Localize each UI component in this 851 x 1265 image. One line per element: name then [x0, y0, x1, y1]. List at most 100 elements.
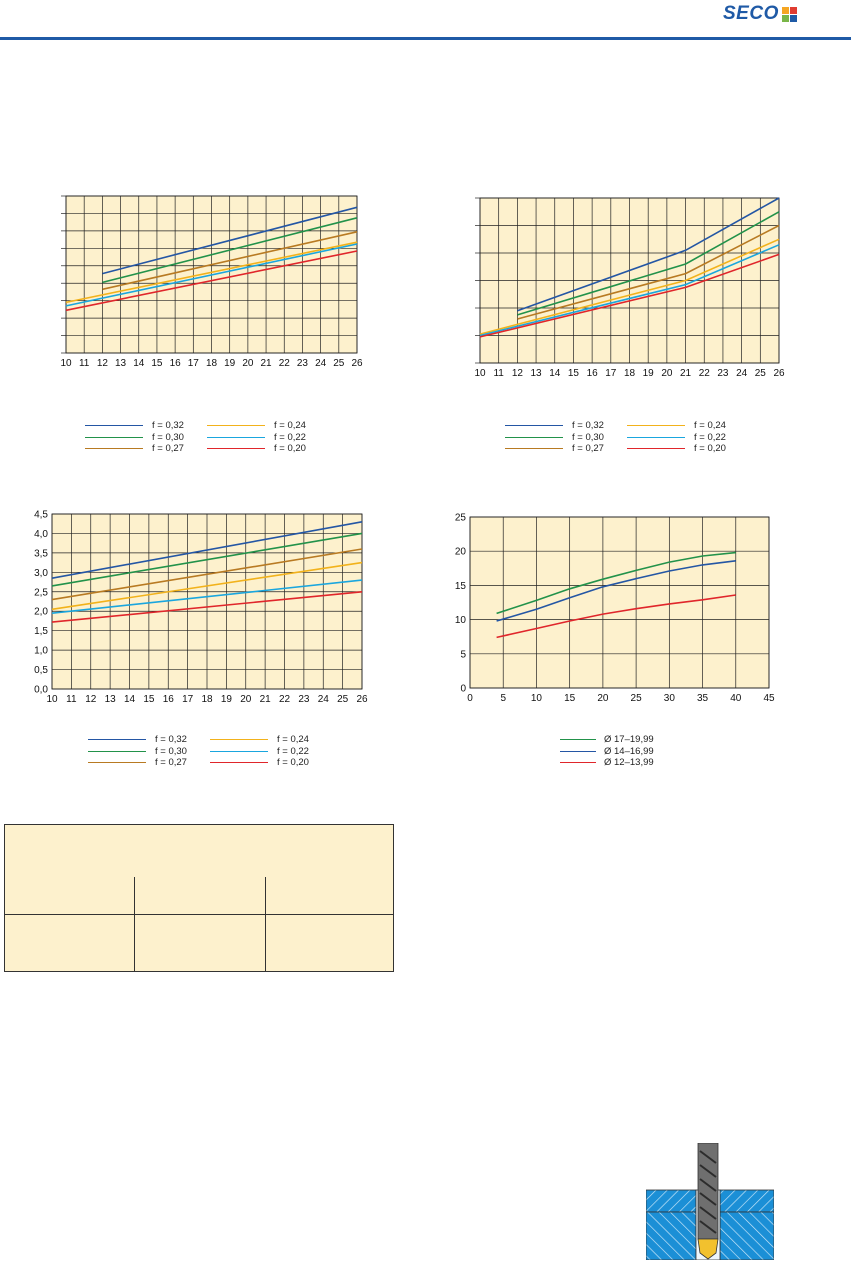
x-tick-label: 20: [240, 694, 252, 705]
x-tick-label: 11: [79, 358, 90, 369]
chart-2: 10 11 12 13 14 15 16 17 18 19 20 21 22 23 24 25 26: [440, 190, 795, 385]
legend-label: f = 0,27: [572, 443, 604, 454]
y-tick-label: 2,0: [34, 607, 48, 618]
x-tick-label: 10: [474, 368, 486, 379]
legend-label: f = 0,22: [694, 431, 726, 443]
legend-label: f = 0,22: [277, 745, 309, 757]
legend-swatch: [505, 425, 563, 426]
chart-3: 10 11 12 13 14 15 16 17 18 19 20 21 22 23 24 25 26 0,0 0,5…: [0, 505, 375, 706]
x-tick-label: 15: [143, 694, 155, 705]
legend-swatch: [627, 436, 685, 438]
legend-label: f = 0,20: [694, 443, 726, 454]
series-line: [496, 594, 736, 639]
data-table-box: [4, 824, 394, 972]
x-tick-label: 13: [115, 358, 127, 369]
x-tick-label: 17: [188, 358, 200, 369]
x-tick-label: 35: [697, 693, 709, 704]
x-tick-label: 40: [730, 693, 742, 704]
legend-label: f = 0,27: [152, 443, 184, 454]
series-line: [65, 243, 358, 307]
x-tick-label: 5: [500, 693, 506, 704]
legend-label: f = 0,30: [572, 431, 604, 443]
legend-swatch: [560, 762, 596, 763]
chart-1-svg: 10 11 12 13 14 15 16 17 18 19 20 21 22 23 24 25 26: [60, 195, 363, 369]
legend-label: f = 0,32: [152, 420, 184, 431]
legend-label: f = 0,24: [694, 420, 726, 431]
series-line: [479, 244, 780, 337]
y-tick-label: 15: [455, 581, 467, 592]
x-tick-label: 16: [170, 358, 182, 369]
y-tick-label: 10: [455, 615, 467, 626]
x-tick-label: 16: [587, 368, 599, 379]
x-tick-label: 20: [242, 358, 254, 369]
legend-swatch: [210, 739, 268, 740]
series-line: [496, 551, 736, 615]
legend-label: f = 0,32: [155, 734, 187, 745]
x-tick-label: 10: [60, 358, 72, 369]
legend-swatch: [210, 762, 268, 763]
x-tick-label: 26: [773, 368, 785, 379]
legend-swatch: [207, 436, 265, 438]
legend-swatch: [560, 739, 596, 740]
x-tick-label: 21: [261, 358, 273, 369]
x-tick-label: 10: [531, 693, 543, 704]
x-tick-label: 18: [624, 368, 636, 379]
y-tick-label: 0: [460, 684, 466, 695]
x-tick-label: 12: [512, 368, 524, 379]
series-line: [102, 217, 358, 284]
plot-border: [469, 516, 770, 689]
series-line: [51, 521, 363, 579]
x-tick-label: 14: [549, 368, 561, 379]
x-tick-label: 25: [631, 693, 643, 704]
y-tick-label: 1,5: [34, 626, 48, 637]
plot-border: [51, 513, 363, 690]
y-tick-label: 20: [455, 547, 467, 558]
x-tick-label: 24: [315, 358, 327, 369]
y-tick-label: 2,5: [34, 587, 48, 598]
drill-illustration: [645, 1142, 775, 1265]
series-line: [51, 591, 363, 623]
x-tick-label: 13: [531, 368, 543, 379]
chart-1: 10 11 12 13 14 15 16 17 18 19 20 21 22 23 24 25 26: [30, 188, 375, 378]
x-tick-label: 22: [699, 368, 711, 379]
series-line: [51, 548, 363, 601]
x-tick-label: 45: [763, 693, 775, 704]
x-tick-label: 11: [66, 694, 77, 705]
x-tick-label: 22: [279, 694, 291, 705]
legend-swatch: [85, 436, 143, 438]
x-tick-label: 26: [356, 694, 368, 705]
x-tick-label: 18: [206, 358, 218, 369]
x-tick-label: 22: [279, 358, 291, 369]
legend-swatch: [85, 425, 143, 426]
legend-label: f = 0,24: [274, 420, 306, 431]
series-line: [102, 206, 358, 275]
x-tick-label: 15: [151, 358, 163, 369]
x-tick-label: 18: [201, 694, 213, 705]
x-tick-label: 21: [260, 694, 272, 705]
x-tick-label: 12: [85, 694, 97, 705]
y-tick-label: 4,0: [34, 529, 48, 540]
x-tick-label: 23: [298, 694, 310, 705]
x-tick-label: 23: [297, 358, 309, 369]
x-tick-label: 26: [351, 358, 363, 369]
x-tick-label: 19: [224, 358, 236, 369]
chart-4-svg: 0 5 10 15 20 25 30 35 40 45 0 5 10 15 20 25: [455, 513, 775, 705]
legend-swatch: [505, 436, 563, 438]
y-tick-label: 3,0: [34, 568, 48, 579]
header-rule: [0, 37, 851, 40]
plot-area: [470, 517, 769, 688]
x-tick-label: 19: [221, 694, 233, 705]
chart-2-svg: 10 11 12 13 14 15 16 17 18 19 20 21 22 23 24 25 26: [474, 197, 785, 379]
legend-swatch: [560, 750, 596, 752]
legend-swatch: [85, 448, 143, 449]
legend-swatch: [207, 448, 265, 449]
legend-label: f = 0,20: [277, 757, 309, 768]
x-tick-label: 25: [755, 368, 767, 379]
series-line: [65, 241, 358, 304]
legend-swatch: [88, 750, 146, 752]
x-tick-label: 17: [605, 368, 617, 379]
table-col-divider-1: [134, 877, 135, 971]
x-tick-label: 12: [97, 358, 109, 369]
x-tick-label: 24: [318, 694, 330, 705]
series-line: [496, 560, 736, 622]
